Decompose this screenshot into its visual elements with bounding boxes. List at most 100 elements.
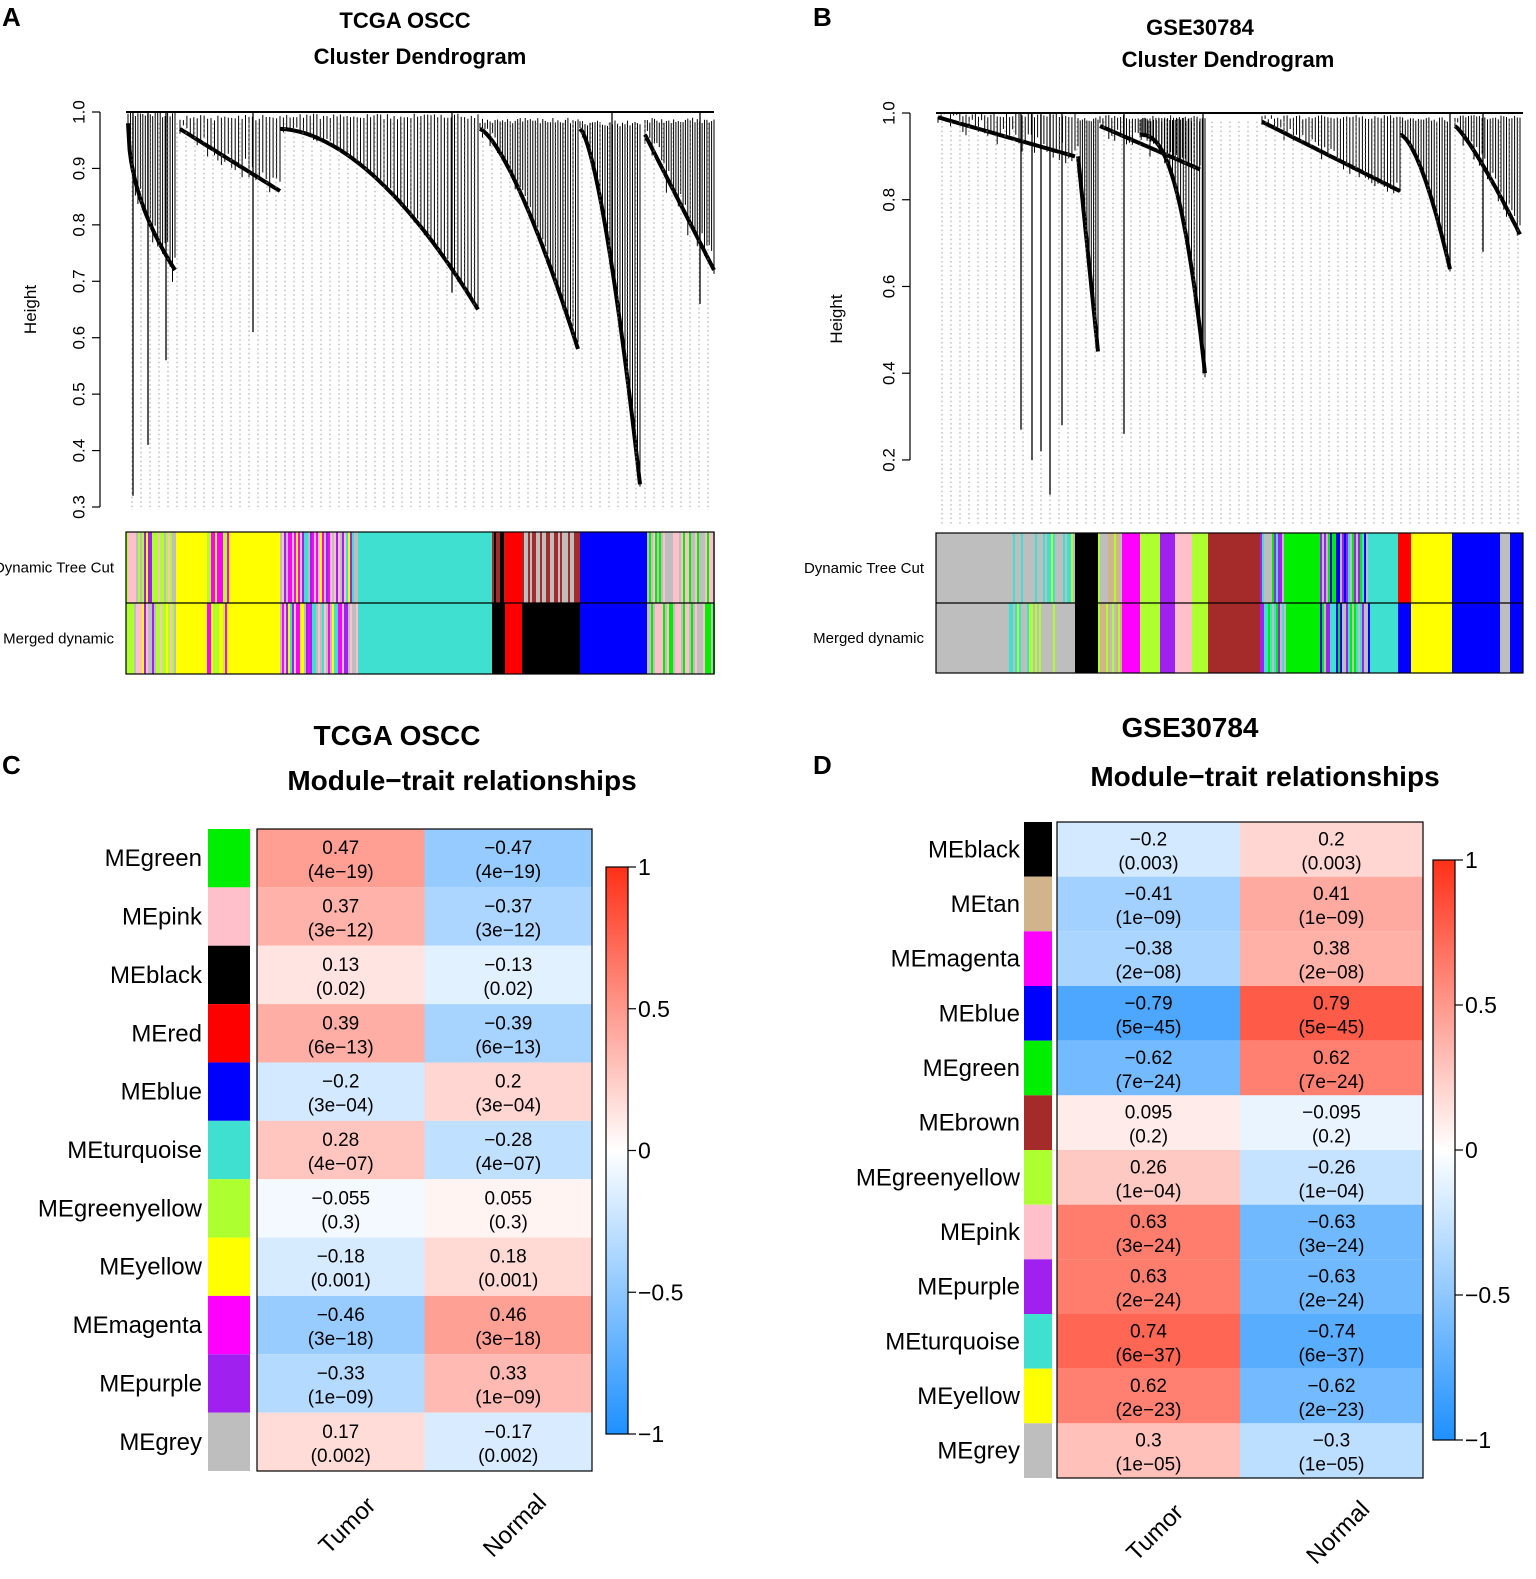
cell-pvalue-label: (0.002) <box>478 1446 538 1467</box>
cell-correlation-label: −0.47 <box>484 838 532 859</box>
module-color-stripe <box>164 603 166 674</box>
module-color-stripe <box>1027 603 1029 673</box>
module-swatch <box>1024 1204 1052 1260</box>
module-color-stripe <box>1061 533 1063 603</box>
module-color-stripe <box>174 603 176 674</box>
module-color-stripe <box>1059 533 1061 603</box>
module-color-stripe <box>1069 603 1071 673</box>
panel-a-title-line2: Cluster Dendrogram <box>313 44 527 69</box>
module-color-segment <box>1122 533 1140 603</box>
module-color-stripe <box>1260 533 1262 603</box>
module-row-label: MEmagenta <box>891 946 1021 973</box>
y-tick-label: 1.0 <box>879 101 898 125</box>
module-color-stripe <box>282 532 284 603</box>
module-color-stripe <box>546 532 548 603</box>
module-color-stripe <box>1057 533 1059 603</box>
module-color-stripe <box>1280 603 1282 673</box>
module-color-stripe <box>1049 533 1051 603</box>
module-color-stripe <box>1318 533 1320 603</box>
y-tick-label: 0.2 <box>879 448 898 472</box>
dendro-cluster-edge <box>1261 119 1401 193</box>
module-color-segment <box>522 603 580 674</box>
module-color-stripe <box>1322 603 1324 673</box>
module-color-stripe <box>693 532 695 603</box>
cell-correlation-label: 0.41 <box>1313 884 1350 905</box>
module-row-label: MEmagenta <box>73 1312 203 1339</box>
module-color-stripe <box>1049 603 1051 673</box>
module-swatch <box>1024 1150 1052 1205</box>
colorbar-tick-label: 0 <box>1465 1137 1478 1163</box>
module-color-stripe <box>213 603 215 674</box>
module-color-stripe <box>322 603 324 674</box>
module-color-segment <box>1192 603 1208 673</box>
colorbar <box>1432 859 1456 1441</box>
module-color-segment <box>1510 603 1523 673</box>
module-color-stripe <box>1104 533 1106 603</box>
module-color-stripe <box>693 603 695 674</box>
module-color-segment <box>1175 533 1192 603</box>
module-color-stripe <box>711 532 713 603</box>
module-color-stripe <box>344 532 346 603</box>
module-color-stripe <box>665 603 667 674</box>
heatmap-cell <box>424 1237 592 1296</box>
panel-d-title-line1: GSE30784 <box>1121 712 1259 743</box>
module-color-stripe <box>560 532 562 603</box>
module-color-stripe <box>673 603 675 674</box>
module-color-segment <box>358 532 492 603</box>
module-color-stripe <box>1286 533 1288 603</box>
module-color-stripe <box>1055 603 1057 673</box>
module-color-stripe <box>294 603 296 674</box>
module-color-stripe <box>572 532 574 603</box>
module-color-stripe <box>280 603 282 674</box>
module-color-stripe <box>213 532 215 603</box>
module-color-stripe <box>148 532 150 603</box>
module-color-segment <box>1500 533 1510 603</box>
module-color-stripe <box>536 532 538 603</box>
module-color-stripe <box>290 532 292 603</box>
module-color-stripe <box>1007 533 1009 603</box>
module-color-stripe <box>1270 603 1272 673</box>
module-color-stripe <box>168 532 170 603</box>
module-color-segment <box>230 532 280 603</box>
module-color-stripe <box>140 532 142 603</box>
module-color-stripe <box>1352 533 1354 603</box>
module-color-stripe <box>685 603 687 674</box>
cell-correlation-label: −0.26 <box>1307 1157 1355 1178</box>
module-color-stripe <box>657 532 659 603</box>
module-color-stripe <box>223 532 225 603</box>
module-color-segment <box>936 603 1005 673</box>
module-color-stripe <box>221 532 223 603</box>
cell-correlation-label: 0.37 <box>322 897 359 918</box>
module-color-stripe <box>552 532 554 603</box>
cell-pvalue-label: (0.2) <box>1129 1127 1168 1148</box>
y-tick-label: 0.5 <box>69 382 88 406</box>
module-color-stripe <box>138 603 140 674</box>
heatmap-cell <box>1240 1204 1423 1260</box>
module-color-stripe <box>223 603 225 674</box>
module-color-stripe <box>132 603 134 674</box>
module-color-stripe <box>1007 603 1009 673</box>
module-color-stripe <box>675 532 677 603</box>
y-tick-label: 0.4 <box>69 439 88 463</box>
module-color-stripe <box>681 532 683 603</box>
module-color-segment <box>1398 603 1411 673</box>
module-color-stripe <box>519 532 521 603</box>
color-row-label: Merged dynamic <box>813 630 924 647</box>
module-color-stripe <box>215 603 217 674</box>
module-color-stripe <box>286 532 288 603</box>
module-color-stripe <box>1037 603 1039 673</box>
module-color-stripe <box>142 532 144 603</box>
module-color-stripe <box>1260 603 1262 673</box>
module-color-stripe <box>494 532 496 603</box>
module-color-stripe <box>227 532 229 603</box>
panel-c-title-line2: Module−trait relationships <box>287 765 637 796</box>
module-color-stripe <box>1350 533 1352 603</box>
cell-correlation-label: −0.46 <box>317 1305 365 1326</box>
cell-correlation-label: −0.28 <box>484 1130 532 1151</box>
heatmap-cell <box>257 1412 425 1471</box>
module-color-stripe <box>219 532 221 603</box>
module-color-stripe <box>1053 603 1055 673</box>
module-color-stripe <box>300 532 302 603</box>
